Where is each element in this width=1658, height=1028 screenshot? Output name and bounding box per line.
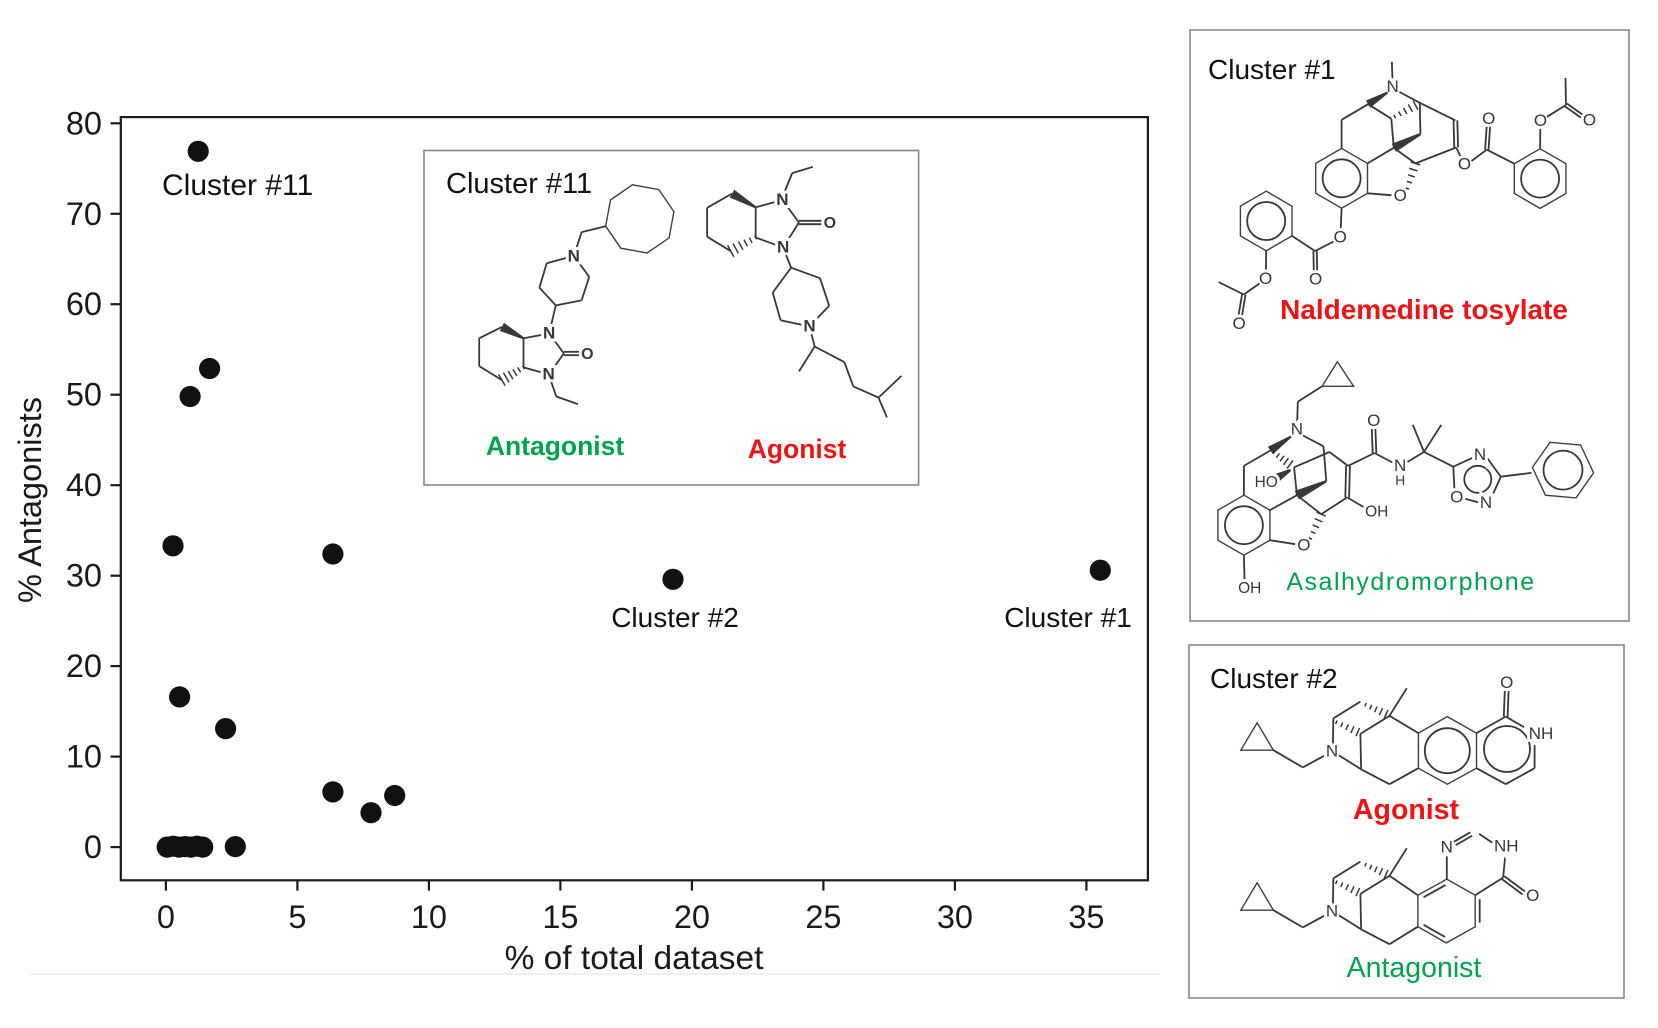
svg-text:N: N [803, 317, 815, 336]
svg-text:70: 70 [66, 196, 102, 232]
svg-text:O: O [1458, 155, 1471, 174]
svg-text:Cluster #2: Cluster #2 [1210, 663, 1338, 694]
svg-text:HO: HO [1255, 474, 1278, 491]
svg-text:35: 35 [1068, 899, 1104, 935]
svg-text:N: N [1480, 493, 1492, 512]
svg-text:15: 15 [542, 899, 578, 935]
svg-text:O: O [1450, 488, 1463, 507]
svg-text:N: N [568, 247, 580, 266]
svg-text:Asalhydromorphone: Asalhydromorphone [1286, 568, 1535, 596]
svg-text:N: N [543, 324, 555, 343]
svg-text:50: 50 [66, 377, 102, 413]
svg-text:20: 20 [66, 648, 102, 684]
svg-text:Cluster #1: Cluster #1 [1208, 54, 1336, 85]
svg-text:0: 0 [84, 829, 102, 865]
svg-text:% Antagonists: % Antagonists [12, 397, 48, 603]
svg-text:N: N [1394, 456, 1406, 475]
svg-text:30: 30 [66, 558, 102, 594]
svg-text:Cluster #1: Cluster #1 [1004, 602, 1132, 633]
svg-text:Naldemedine tosylate: Naldemedine tosylate [1280, 294, 1568, 325]
svg-text:Agonist: Agonist [748, 434, 847, 464]
svg-text:O: O [1526, 886, 1539, 905]
svg-text:O: O [581, 346, 593, 363]
svg-text:O: O [1534, 111, 1547, 130]
svg-text:20: 20 [674, 899, 710, 935]
svg-text:N: N [1326, 901, 1338, 920]
svg-text:Agonist: Agonist [1353, 794, 1460, 826]
svg-text:25: 25 [805, 899, 841, 935]
svg-text:O: O [1232, 314, 1245, 333]
svg-text:40: 40 [66, 467, 102, 503]
svg-text:Cluster #11: Cluster #11 [162, 169, 313, 202]
svg-text:Antagonist: Antagonist [486, 431, 625, 461]
svg-text:O: O [1482, 109, 1495, 128]
svg-text:0: 0 [157, 899, 175, 935]
svg-text:O: O [1297, 536, 1310, 555]
svg-text:N: N [1474, 445, 1486, 464]
svg-text:O: O [1500, 673, 1513, 692]
svg-text:O: O [1334, 228, 1347, 247]
svg-text:N: N [1291, 420, 1303, 439]
svg-text:N: N [776, 190, 788, 209]
svg-text:N: N [1387, 77, 1399, 96]
svg-text:N: N [1326, 741, 1338, 760]
svg-text:Cluster #11: Cluster #11 [446, 168, 592, 200]
svg-text:N: N [1441, 837, 1453, 856]
svg-text:10: 10 [66, 739, 102, 775]
svg-text:O: O [1259, 269, 1272, 288]
svg-text:NH: NH [1529, 724, 1554, 743]
svg-text:NH: NH [1494, 837, 1519, 856]
svg-text:O: O [1367, 411, 1380, 430]
svg-text:10: 10 [411, 899, 447, 935]
svg-text:Antagonist: Antagonist [1347, 952, 1482, 984]
svg-text:80: 80 [66, 105, 102, 141]
svg-text:N: N [777, 238, 789, 257]
svg-text:OH: OH [1238, 580, 1261, 597]
svg-text:N: N [543, 365, 555, 384]
svg-text:OH: OH [1365, 503, 1388, 520]
svg-text:O: O [1309, 270, 1322, 289]
svg-text:60: 60 [66, 286, 102, 322]
svg-text:Cluster #2: Cluster #2 [611, 602, 739, 633]
svg-text:O: O [1583, 111, 1596, 130]
svg-text:% of total dataset: % of total dataset [505, 940, 765, 977]
svg-text:O: O [1394, 186, 1407, 205]
svg-text:O: O [824, 215, 836, 232]
svg-text:H: H [1395, 472, 1405, 488]
svg-text:30: 30 [937, 899, 973, 935]
svg-text:5: 5 [288, 899, 306, 935]
